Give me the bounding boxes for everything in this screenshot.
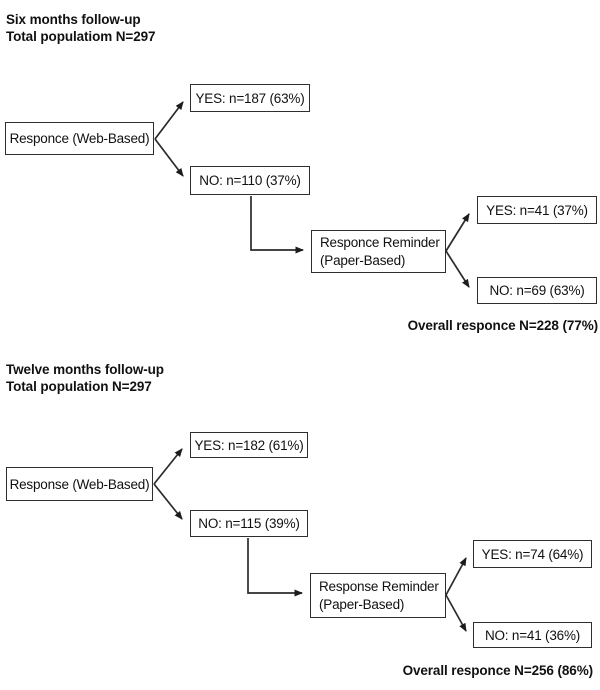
section-title-line1: Six months follow-up — [6, 12, 141, 27]
connector-s1-reminder-to-yes-arrow — [445, 213, 470, 252]
web-response-label: Responce (Web-Based) — [9, 131, 150, 146]
reminder-box: Responce Reminder (Paper-Based) — [311, 230, 446, 273]
web-no-label: NO: n=110 (37%) — [199, 173, 301, 188]
connector-s2-reminder-to-no-arrow — [445, 594, 467, 632]
reminder-no-label: NO: n=69 (63%) — [489, 283, 585, 298]
reminder-label-line2: (Paper-Based) — [319, 596, 405, 612]
section-title-line1: Twelve months follow-up — [6, 362, 164, 377]
web-yes-label: YES: n=182 (61%) — [194, 437, 304, 453]
reminder-box: Response Reminder (Paper-Based) — [310, 573, 446, 618]
connector-s2-web-to-no-arrow — [153, 483, 183, 520]
web-yes-box: YES: n=182 (61%) — [190, 432, 308, 458]
web-no-box: NO: n=115 (39%) — [190, 510, 308, 537]
web-response-box: Response (Web-Based) — [6, 467, 153, 501]
overall-response-label: Overall responce N=256 (86%) — [402, 663, 594, 678]
reminder-no-box: NO: n=41 (36%) — [473, 622, 592, 648]
section-title-line2: Total populatiom N=297 — [6, 29, 156, 44]
section-title-twelve-months: Twelve months follow-up Total population… — [6, 361, 164, 395]
connector-s1-web-to-no-arrow — [154, 138, 184, 177]
connector-s2-web-to-yes-arrow — [153, 448, 183, 485]
connector-s1-no-to-reminder-arrow — [250, 196, 304, 254]
web-no-label: NO: n=115 (39%) — [198, 516, 300, 531]
section-title-line2: Total population N=297 — [6, 379, 152, 394]
reminder-yes-box: YES: n=74 (64%) — [473, 540, 592, 568]
web-response-label: Response (Web-Based) — [9, 476, 150, 492]
reminder-yes-box: YES: n=41 (37%) — [477, 196, 597, 224]
connector-s1-web-to-yes-arrow — [154, 101, 184, 140]
web-response-box: Responce (Web-Based) — [5, 122, 154, 155]
connector-s2-reminder-to-yes-arrow — [445, 557, 467, 596]
reminder-no-label: NO: n=41 (36%) — [484, 627, 581, 643]
reminder-yes-label: YES: n=41 (37%) — [486, 202, 588, 218]
reminder-label-line2: (Paper-Based) — [320, 252, 406, 268]
web-yes-label: YES: n=187 (63%) — [195, 90, 305, 106]
web-no-box: NO: n=110 (37%) — [190, 166, 310, 195]
reminder-label-line1: Response Reminder — [319, 578, 439, 594]
reminder-yes-label: YES: n=74 (64%) — [481, 546, 584, 562]
web-yes-box: YES: n=187 (63%) — [190, 84, 310, 112]
connector-s1-reminder-to-no-arrow — [445, 250, 470, 288]
overall-response-label: Overall responce N=228 (77%) — [407, 318, 599, 333]
reminder-label-line1: Responce Reminder — [320, 234, 440, 250]
reminder-no-box: NO: n=69 (63%) — [477, 277, 597, 304]
connector-s2-no-to-reminder-arrow — [247, 538, 303, 597]
section-title-six-months: Six months follow-up Total populatiom N=… — [6, 11, 156, 45]
